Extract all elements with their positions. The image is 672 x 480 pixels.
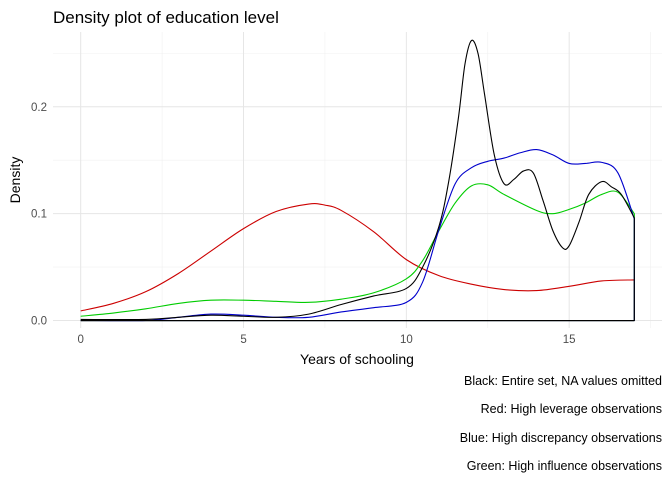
- caption-red: Red: High leverage observations: [481, 402, 662, 416]
- grid-major-lines: [53, 32, 662, 328]
- x-axis-title: Years of schooling: [300, 351, 414, 367]
- series-high-leverage-line: [80, 203, 635, 322]
- caption-black: Black: Entire set, NA values omitted: [464, 374, 662, 388]
- grid-minor-lines: [53, 32, 662, 328]
- y-tick-label-0: 0.0: [31, 316, 47, 328]
- series-high-discrepancy-line: [80, 148, 635, 322]
- x-tick-labels: 0 5 10 15: [77, 334, 575, 346]
- y-tick-label-1: 0.1: [31, 209, 47, 221]
- x-tick-label-3: 15: [563, 334, 576, 346]
- series-entire-set-line: [80, 39, 635, 322]
- x-tick-label-0: 0: [77, 334, 83, 346]
- y-axis-title: Density: [7, 157, 23, 204]
- x-tick-label-2: 10: [400, 334, 413, 346]
- caption-block: Black: Entire set, NA values omitted Red…: [460, 374, 662, 473]
- chart-title: Density plot of education level: [53, 8, 279, 27]
- y-tick-labels: 0.0 0.1 0.2: [31, 102, 47, 328]
- series-high-influence-line: [80, 183, 635, 322]
- caption-green: Green: High influence observations: [467, 459, 662, 473]
- caption-blue: Blue: High discrepancy observations: [460, 431, 662, 445]
- y-tick-label-2: 0.2: [31, 102, 47, 114]
- series-layer: [80, 39, 635, 322]
- x-tick-label-1: 5: [240, 334, 246, 346]
